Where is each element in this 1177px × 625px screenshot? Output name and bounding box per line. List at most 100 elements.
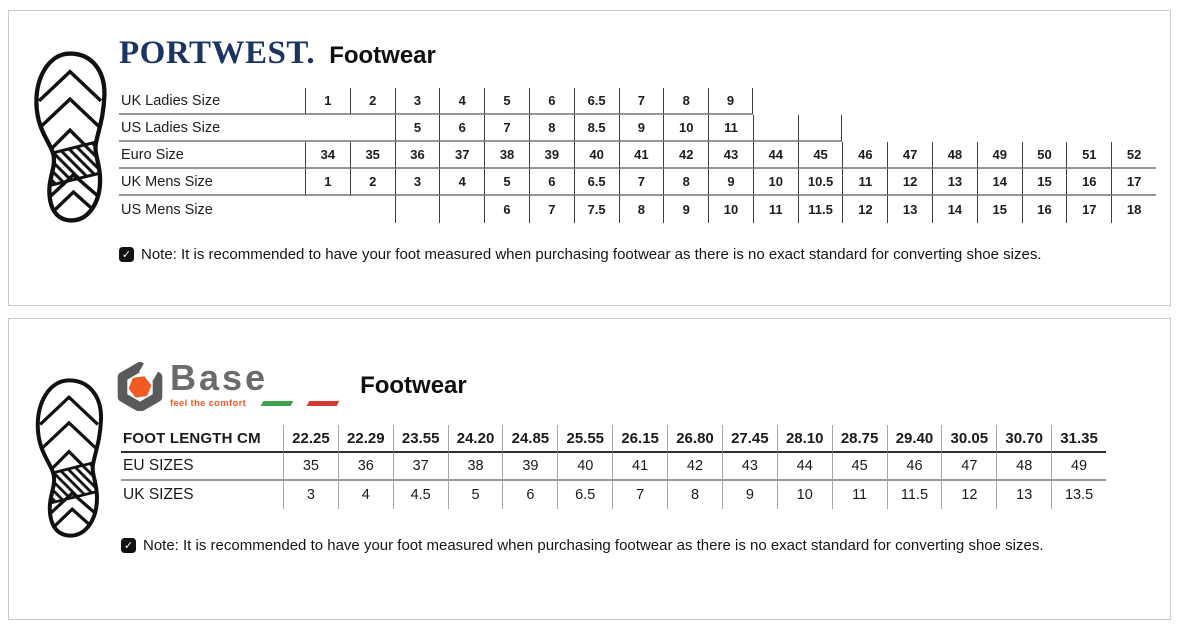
size-cell: 6.5 xyxy=(557,481,612,509)
size-cell: 8 xyxy=(528,115,574,142)
size-cell: 16 xyxy=(1021,196,1067,223)
size-cell: 10.5 xyxy=(797,169,843,196)
size-cell: 26.15 xyxy=(612,425,668,453)
base-header: Base feel the comfort Footwear xyxy=(115,357,467,411)
size-cell: 13 xyxy=(932,169,977,196)
size-cell: 11.5 xyxy=(797,196,843,223)
size-cell: 23.55 xyxy=(392,425,448,453)
shoe-sole-icon xyxy=(27,41,113,233)
size-cell: 42 xyxy=(667,453,722,481)
size-cell: 5 xyxy=(484,169,529,196)
size-cell: 18 xyxy=(1111,196,1156,223)
size-cell: 11.5 xyxy=(886,481,942,509)
size-cell: 46 xyxy=(886,453,942,481)
size-cell: 45 xyxy=(831,453,887,481)
size-cell: 43 xyxy=(708,142,753,169)
table-row: UK SIZES 3 4 4.5 5 6 6.5 7 8 9 10 11 11.5 12 13 13.5 xyxy=(121,481,1106,509)
note-text: Note: It is recommended to have your foo… xyxy=(141,246,1042,263)
portwest-header: PORTWEST. Footwear xyxy=(119,37,436,70)
size-cell: 12 xyxy=(842,196,887,223)
size-cell xyxy=(932,88,977,115)
size-cell: 25.55 xyxy=(557,425,613,453)
size-cell: 52 xyxy=(1111,142,1156,169)
size-cell: 40 xyxy=(557,453,613,481)
size-cell: 26.80 xyxy=(667,425,722,453)
size-cell: 11 xyxy=(752,196,798,223)
size-cell: 47 xyxy=(887,142,933,169)
size-cell xyxy=(1111,88,1156,115)
size-cell: 38 xyxy=(447,453,503,481)
size-cell: 44 xyxy=(752,142,798,169)
base-logo-text: Base xyxy=(170,357,269,399)
size-cell: 44 xyxy=(776,453,832,481)
row-label: Euro Size xyxy=(119,142,305,169)
size-cell xyxy=(394,196,440,223)
size-cell: 39 xyxy=(528,142,574,169)
size-cell xyxy=(797,115,843,142)
size-cell: 6 xyxy=(439,115,485,142)
size-cell xyxy=(842,115,887,142)
size-cell: 39 xyxy=(502,453,558,481)
tagline-text: feel the comfort xyxy=(170,397,247,409)
size-cell: 4.5 xyxy=(392,481,448,509)
size-cell: 12 xyxy=(887,169,933,196)
size-cell xyxy=(887,115,932,142)
size-cell: 42 xyxy=(663,142,709,169)
size-cell: 15 xyxy=(976,196,1022,223)
table-row: Euro Size 34 35 36 37 38 39 40 41 42 43 44 45 46 47 48 4… xyxy=(119,142,1156,169)
size-cell: 9 xyxy=(708,169,753,196)
size-cell: 13.5 xyxy=(1051,481,1106,509)
row-label: UK SIZES xyxy=(123,486,194,503)
row-label: EU SIZES xyxy=(121,453,283,481)
size-cell xyxy=(1022,88,1067,115)
size-cell: 24.85 xyxy=(502,425,558,453)
row-label: UK Ladies Size xyxy=(119,88,305,115)
size-cell: 8 xyxy=(663,169,709,196)
size-cell: 7 xyxy=(612,481,667,509)
size-cell: 13 xyxy=(887,196,932,223)
size-cell: 4 xyxy=(439,169,485,196)
checked-note-icon: ✓ xyxy=(121,538,136,553)
size-cell: 22.29 xyxy=(337,425,393,453)
size-cell: 3 xyxy=(283,481,338,509)
size-cell: 9 xyxy=(708,88,753,115)
size-cell: 36 xyxy=(394,142,440,169)
size-cell: 48 xyxy=(996,453,1052,481)
size-cell: 4 xyxy=(337,481,393,509)
portwest-footwear-title: Footwear xyxy=(329,42,436,69)
size-cell xyxy=(1111,115,1156,142)
size-cell xyxy=(887,88,932,115)
size-cell: 2 xyxy=(349,169,395,196)
size-cell: 41 xyxy=(612,453,668,481)
size-cell: 1 xyxy=(305,169,350,196)
size-cell xyxy=(439,196,484,223)
size-cell: 36 xyxy=(337,453,393,481)
size-cell: 11 xyxy=(708,115,753,142)
size-cell: 29.40 xyxy=(886,425,942,453)
size-cell: 37 xyxy=(392,453,448,481)
size-cell xyxy=(977,88,1022,115)
base-note: ✓ Note: It is recommended to have your f… xyxy=(121,537,1043,554)
size-cell: 6.5 xyxy=(573,169,619,196)
size-cell: 1 xyxy=(305,88,350,115)
size-cell: 10 xyxy=(776,481,832,509)
size-cell: 5 xyxy=(484,88,529,115)
table-row: UK Mens Size 1 2 3 4 5 6 6.5 7 8 9 10 10.5 11 12 13 14 15… xyxy=(119,169,1156,196)
size-cell: 50 xyxy=(1021,142,1067,169)
size-cell: 10 xyxy=(752,169,798,196)
checked-note-icon: ✓ xyxy=(119,247,134,262)
size-cell: 6 xyxy=(528,88,574,115)
size-cell xyxy=(1022,115,1067,142)
table-row: EU SIZES 35 36 37 38 39 40 41 42 43 44 45 46 47 48 49 xyxy=(121,453,1106,481)
size-cell: 41 xyxy=(618,142,664,169)
size-cell: 12 xyxy=(941,481,996,509)
size-cell: 35 xyxy=(349,142,395,169)
size-cell: 30.05 xyxy=(941,425,997,453)
hex-nut-icon xyxy=(117,361,163,411)
size-cell: 40 xyxy=(573,142,619,169)
size-cell: 24.20 xyxy=(447,425,503,453)
size-cell: 3 xyxy=(394,88,440,115)
size-cell xyxy=(350,196,395,223)
size-cell: 4 xyxy=(439,88,485,115)
portwest-note: ✓ Note: It is recommended to have your f… xyxy=(119,246,1041,263)
